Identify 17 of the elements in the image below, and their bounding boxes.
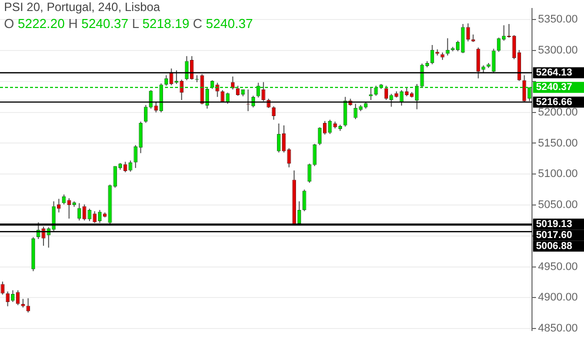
y-tick-label: 5100.00	[538, 168, 578, 180]
ref-line-label: 5216.66	[536, 96, 573, 108]
ref-line-label: 5019.13	[536, 218, 573, 230]
y-tick-label: 5200.00	[538, 106, 578, 118]
chart-title: PSI 20, Portugal, 240, Lisboa	[4, 0, 162, 14]
y-tick-label: 4850.00	[538, 322, 578, 335]
ref-line-label: 5264.13	[536, 68, 573, 79]
y-tick-label: 5050.00	[538, 199, 578, 212]
text: O 5222.20 H 5240.37 L 5218.19 C 5240.37	[4, 16, 253, 31]
ref-line-label: 5006.88	[536, 240, 573, 252]
y-tick-label: 4900.00	[538, 292, 578, 304]
ref-line-label: 5240.37	[536, 82, 573, 94]
y-tick-label: 5300.00	[538, 44, 578, 57]
y-tick-label: 5350.00	[538, 14, 578, 26]
y-tick-label: 5150.00	[538, 137, 578, 150]
y-tick-label: 4950.00	[538, 260, 578, 273]
ref-line-label: 5017.60	[536, 230, 573, 241]
